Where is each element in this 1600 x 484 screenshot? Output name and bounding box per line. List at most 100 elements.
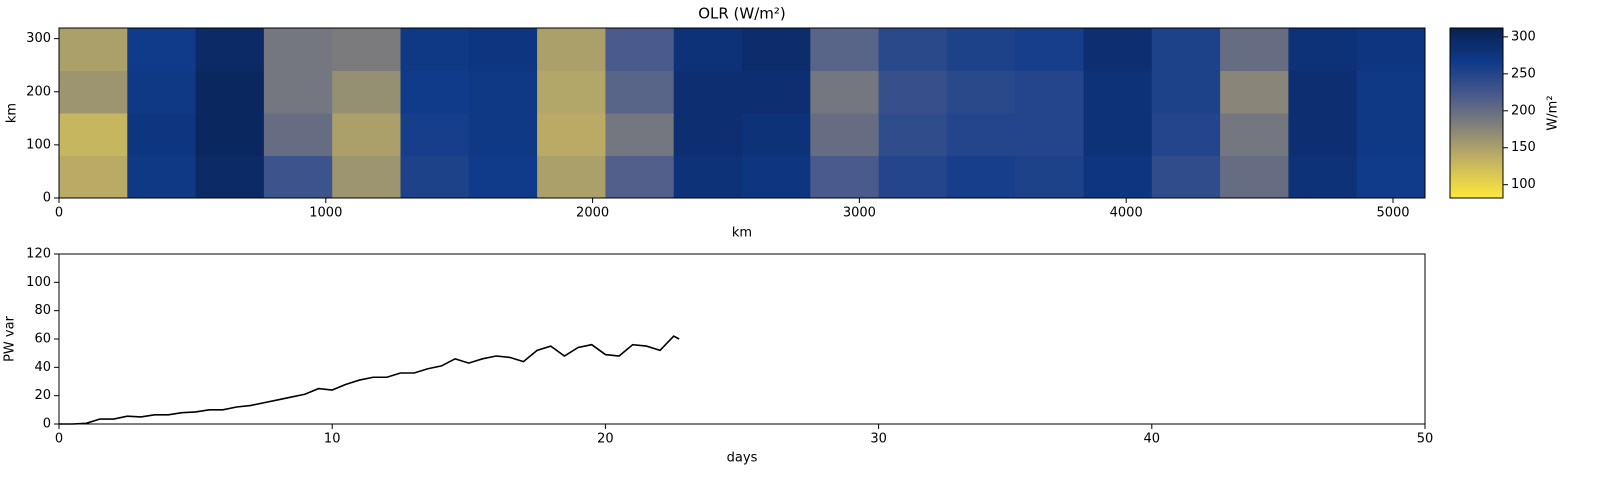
heatmap-cell [1288, 113, 1358, 156]
x-tick-label: 40 [1144, 432, 1161, 447]
x-axis-label: km [732, 226, 752, 241]
heatmap-cell [59, 155, 128, 199]
heatmap-cell [1015, 70, 1084, 114]
heatmap-cell [468, 28, 538, 71]
heatmap-cell [878, 113, 948, 156]
x-tick-label: 50 [1417, 432, 1434, 447]
heatmap-cell [59, 70, 128, 114]
heatmap-cell [946, 155, 1016, 199]
heatmap-cell [1015, 113, 1084, 156]
heatmap-cell [332, 155, 401, 199]
heatmap-cell [127, 28, 197, 71]
heatmap-cell [878, 70, 948, 114]
heatmap-cell [127, 155, 197, 199]
x-axis-label: days [727, 451, 758, 466]
heatmap-cell [468, 70, 538, 114]
heatmap-cell [742, 70, 811, 114]
colorbar-tick-label: 150 [1511, 140, 1536, 155]
heatmap-cell [946, 113, 1016, 156]
heatmap-cell [332, 113, 401, 156]
heatmap-cell [1083, 155, 1153, 199]
heatmap-cell [605, 155, 675, 199]
colorbar-tick-label: 100 [1511, 177, 1536, 192]
heatmap-cell [1083, 70, 1153, 114]
heatmap-cell [1151, 28, 1221, 71]
heatmap-cell [263, 155, 333, 199]
heatmap-cell [673, 155, 743, 199]
heatmap-cell [1151, 155, 1221, 199]
heatmap-cell [1288, 70, 1358, 114]
heatmap-cell [537, 113, 606, 156]
y-tick-label: 60 [34, 332, 51, 347]
heatmap-cell [537, 155, 606, 199]
heatmap-cell [1288, 155, 1358, 199]
x-tick-label: 30 [870, 432, 887, 447]
x-tick-label: 0 [55, 206, 63, 221]
data-line [59, 335, 680, 425]
heatmap-cell [195, 28, 265, 71]
plot-frame [58, 253, 1426, 425]
heatmap-cell [332, 70, 401, 114]
heatmap-cell [400, 155, 470, 199]
heatmap-cell [537, 70, 606, 114]
heatmap-cell [1356, 113, 1426, 156]
heatmap-cell [1220, 113, 1289, 156]
heatmap-cell [810, 113, 880, 156]
heatmap-cell [742, 28, 811, 71]
heatmap-cell [1356, 70, 1426, 114]
heatmap-cell [468, 113, 538, 156]
heatmap-cell [127, 70, 197, 114]
heatmap-cell [1356, 155, 1426, 199]
y-tick-label: 200 [26, 84, 51, 99]
heatmap-cell [605, 28, 675, 71]
heatmap-cell [1220, 155, 1289, 199]
heatmap-cell [263, 28, 333, 71]
heatmap-cell [1151, 113, 1221, 156]
colorbar-tick-label: 300 [1511, 29, 1536, 44]
y-tick-label: 40 [34, 360, 51, 375]
y-tick-label: 0 [43, 191, 51, 206]
heatmap-cell [195, 113, 265, 156]
x-tick-label: 0 [55, 432, 63, 447]
heatmap-cell [810, 28, 880, 71]
chart-title: OLR (W/m²) [698, 5, 786, 23]
heatmap-cell [59, 28, 128, 71]
y-tick-label: 80 [34, 303, 51, 318]
x-tick-label: 10 [324, 432, 341, 447]
heatmap-cell [1220, 28, 1289, 71]
x-tick-label: 3000 [843, 206, 876, 221]
colorbar-label: W/m² [1546, 95, 1561, 130]
heatmap-cell [195, 70, 265, 114]
heatmap-cell [1356, 28, 1426, 71]
y-tick-label: 120 [26, 247, 51, 262]
colorbar-tick-label: 250 [1511, 66, 1536, 81]
y-axis-label: km [5, 103, 20, 123]
heatmap-cell [878, 155, 948, 199]
heatmap-cell [1083, 113, 1153, 156]
heatmap-cell [195, 155, 265, 199]
y-tick-label: 20 [34, 388, 51, 403]
heatmap-cell [946, 28, 1016, 71]
heatmap-cell [468, 155, 538, 199]
y-tick-label: 0 [43, 417, 51, 432]
x-tick-label: 1000 [309, 206, 342, 221]
heatmap-cell [878, 28, 948, 71]
x-tick-label: 5000 [1376, 206, 1409, 221]
heatmap-cell [1083, 28, 1153, 71]
heatmap-cell [946, 70, 1016, 114]
heatmap-cell [673, 70, 743, 114]
heatmap-cell [400, 28, 470, 71]
heatmap-cell [127, 113, 197, 156]
y-tick-label: 100 [26, 137, 51, 152]
heatmap-cell [810, 155, 880, 199]
heatmap-cell [1015, 28, 1084, 71]
heatmap-cell [1151, 70, 1221, 114]
heatmap-cell [400, 113, 470, 156]
y-tick-label: 300 [26, 31, 51, 46]
heatmap-cell [605, 70, 675, 114]
heatmap-cell [1288, 28, 1358, 71]
heatmap-cell [59, 113, 128, 156]
heatmap-cell [810, 70, 880, 114]
heatmap-cell [537, 28, 606, 71]
